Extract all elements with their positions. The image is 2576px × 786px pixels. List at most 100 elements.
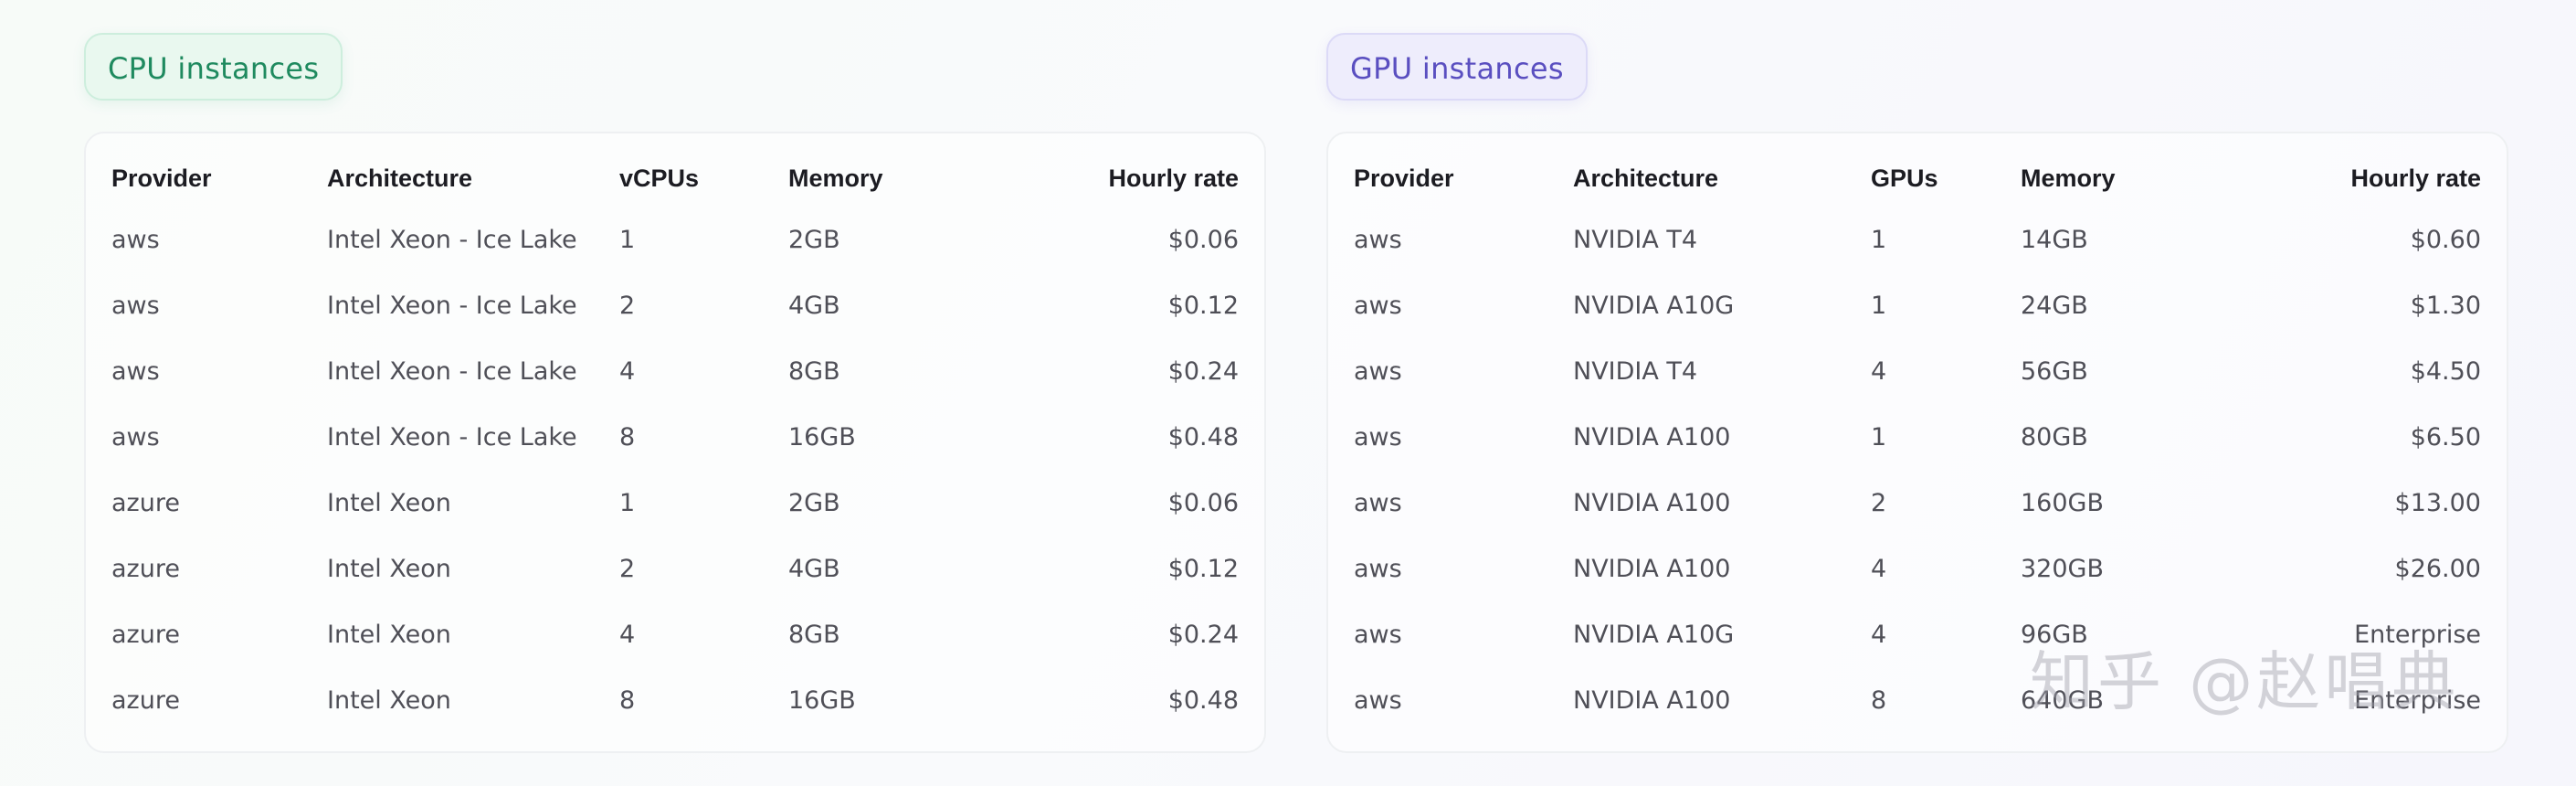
hourly-rate-cell: Enterprise bbox=[2354, 620, 2481, 649]
column-header-provider: Provider bbox=[111, 164, 212, 192]
memory-cell: 8GB bbox=[788, 620, 840, 649]
table-row: aws Intel Xeon - Ice Lake 4 8GB $0.24 bbox=[111, 338, 1239, 404]
count-cell: 2 bbox=[619, 554, 636, 583]
architecture-cell: NVIDIA A100 bbox=[1573, 422, 1731, 451]
gpu-instances-table: Provider Architecture GPUs Memory Hourly… bbox=[1354, 150, 2481, 733]
count-cell: 1 bbox=[1871, 422, 1887, 451]
table-row: aws NVIDIA A10G 4 96GB Enterprise bbox=[1354, 601, 2481, 667]
provider-cell: azure bbox=[111, 488, 180, 517]
column-header-gpus: GPUs bbox=[1871, 164, 1938, 192]
memory-cell: 16GB bbox=[788, 422, 856, 451]
provider-cell: aws bbox=[1354, 291, 1402, 320]
hourly-rate-cell: $0.06 bbox=[1167, 225, 1239, 254]
count-cell: 4 bbox=[619, 356, 636, 386]
hourly-rate-cell: $4.50 bbox=[2410, 356, 2481, 386]
count-cell: 1 bbox=[1871, 291, 1887, 320]
hourly-rate-cell: $0.48 bbox=[1167, 422, 1239, 451]
table-row: aws Intel Xeon - Ice Lake 8 16GB $0.48 bbox=[111, 404, 1239, 470]
count-cell: 1 bbox=[619, 225, 636, 254]
table-row: aws NVIDIA A100 8 640GB Enterprise bbox=[1354, 667, 2481, 733]
memory-cell: 14GB bbox=[2021, 225, 2088, 254]
provider-cell: aws bbox=[111, 356, 160, 386]
memory-cell: 640GB bbox=[2021, 685, 2104, 715]
provider-cell: aws bbox=[1354, 488, 1402, 517]
table-row: aws NVIDIA A100 2 160GB $13.00 bbox=[1354, 470, 2481, 536]
table-row: aws NVIDIA A100 4 320GB $26.00 bbox=[1354, 536, 2481, 601]
gpu-table-card: Provider Architecture GPUs Memory Hourly… bbox=[1326, 132, 2508, 753]
architecture-cell: NVIDIA T4 bbox=[1573, 225, 1698, 254]
column-header-vcpus: vCPUs bbox=[619, 164, 700, 192]
architecture-cell: NVIDIA A100 bbox=[1573, 685, 1731, 715]
architecture-cell: Intel Xeon - Ice Lake bbox=[327, 225, 577, 254]
architecture-cell: NVIDIA A10G bbox=[1573, 620, 1735, 649]
count-cell: 8 bbox=[1871, 685, 1887, 715]
column-header-provider: Provider bbox=[1354, 164, 1454, 192]
architecture-cell: NVIDIA T4 bbox=[1573, 356, 1698, 386]
provider-cell: azure bbox=[111, 685, 180, 715]
hourly-rate-cell: $1.30 bbox=[2410, 291, 2481, 320]
provider-cell: azure bbox=[111, 554, 180, 583]
hourly-rate-cell: $13.00 bbox=[2394, 488, 2481, 517]
hourly-rate-cell: $26.00 bbox=[2394, 554, 2481, 583]
provider-cell: aws bbox=[1354, 225, 1402, 254]
column-header-hourly-rate: Hourly rate bbox=[1108, 164, 1239, 192]
cpu-table-header-row: Provider Architecture vCPUs Memory Hourl… bbox=[111, 150, 1239, 207]
provider-cell: aws bbox=[111, 291, 160, 320]
cpu-instances-table: Provider Architecture vCPUs Memory Hourl… bbox=[111, 150, 1239, 733]
provider-cell: aws bbox=[1354, 356, 1402, 386]
table-row: azure Intel Xeon 8 16GB $0.48 bbox=[111, 667, 1239, 733]
provider-cell: azure bbox=[111, 620, 180, 649]
provider-cell: aws bbox=[111, 422, 160, 451]
hourly-rate-cell: $0.06 bbox=[1167, 488, 1239, 517]
count-cell: 4 bbox=[1871, 554, 1887, 583]
count-cell: 4 bbox=[1871, 620, 1887, 649]
memory-cell: 96GB bbox=[2021, 620, 2088, 649]
hourly-rate-cell: $0.60 bbox=[2410, 225, 2481, 254]
gpu-instances-badge: GPU instances bbox=[1326, 33, 1588, 101]
memory-cell: 4GB bbox=[788, 554, 840, 583]
memory-cell: 2GB bbox=[788, 488, 840, 517]
architecture-cell: Intel Xeon bbox=[327, 620, 451, 649]
column-header-hourly-rate: Hourly rate bbox=[2350, 164, 2481, 192]
table-row: aws Intel Xeon - Ice Lake 2 4GB $0.12 bbox=[111, 272, 1239, 338]
column-header-architecture: Architecture bbox=[1573, 164, 1719, 192]
hourly-rate-cell: $0.12 bbox=[1167, 554, 1239, 583]
hourly-rate-cell: $0.24 bbox=[1167, 620, 1239, 649]
table-row: aws NVIDIA A10G 1 24GB $1.30 bbox=[1354, 272, 2481, 338]
gpu-section: GPU instances Provider Architecture GPUs… bbox=[1326, 33, 2508, 753]
architecture-cell: Intel Xeon - Ice Lake bbox=[327, 422, 577, 451]
architecture-cell: Intel Xeon - Ice Lake bbox=[327, 291, 577, 320]
memory-cell: 8GB bbox=[788, 356, 840, 386]
hourly-rate-cell: $0.12 bbox=[1167, 291, 1239, 320]
architecture-cell: Intel Xeon bbox=[327, 685, 451, 715]
table-row: aws NVIDIA T4 1 14GB $0.60 bbox=[1354, 207, 2481, 272]
hourly-rate-cell: Enterprise bbox=[2354, 685, 2481, 715]
count-cell: 4 bbox=[1871, 356, 1887, 386]
architecture-cell: NVIDIA A100 bbox=[1573, 488, 1731, 517]
hourly-rate-cell: $0.48 bbox=[1167, 685, 1239, 715]
memory-cell: 16GB bbox=[788, 685, 856, 715]
architecture-cell: Intel Xeon bbox=[327, 488, 451, 517]
memory-cell: 24GB bbox=[2021, 291, 2088, 320]
hourly-rate-cell: $6.50 bbox=[2410, 422, 2481, 451]
architecture-cell: NVIDIA A100 bbox=[1573, 554, 1731, 583]
memory-cell: 320GB bbox=[2021, 554, 2104, 583]
table-row: aws NVIDIA T4 4 56GB $4.50 bbox=[1354, 338, 2481, 404]
architecture-cell: Intel Xeon - Ice Lake bbox=[327, 356, 577, 386]
memory-cell: 4GB bbox=[788, 291, 840, 320]
count-cell: 1 bbox=[619, 488, 636, 517]
column-header-memory: Memory bbox=[788, 164, 883, 192]
count-cell: 4 bbox=[619, 620, 636, 649]
table-row: azure Intel Xeon 2 4GB $0.12 bbox=[111, 536, 1239, 601]
provider-cell: aws bbox=[1354, 554, 1402, 583]
cpu-instances-badge: CPU instances bbox=[84, 33, 343, 101]
column-header-memory: Memory bbox=[2021, 164, 2116, 192]
cpu-section: CPU instances Provider Architecture vCPU… bbox=[84, 33, 1266, 753]
count-cell: 8 bbox=[619, 422, 636, 451]
architecture-cell: NVIDIA A10G bbox=[1573, 291, 1735, 320]
count-cell: 2 bbox=[619, 291, 636, 320]
gpu-table-header-row: Provider Architecture GPUs Memory Hourly… bbox=[1354, 150, 2481, 207]
count-cell: 8 bbox=[619, 685, 636, 715]
table-row: aws Intel Xeon - Ice Lake 1 2GB $0.06 bbox=[111, 207, 1239, 272]
column-header-architecture: Architecture bbox=[327, 164, 473, 192]
